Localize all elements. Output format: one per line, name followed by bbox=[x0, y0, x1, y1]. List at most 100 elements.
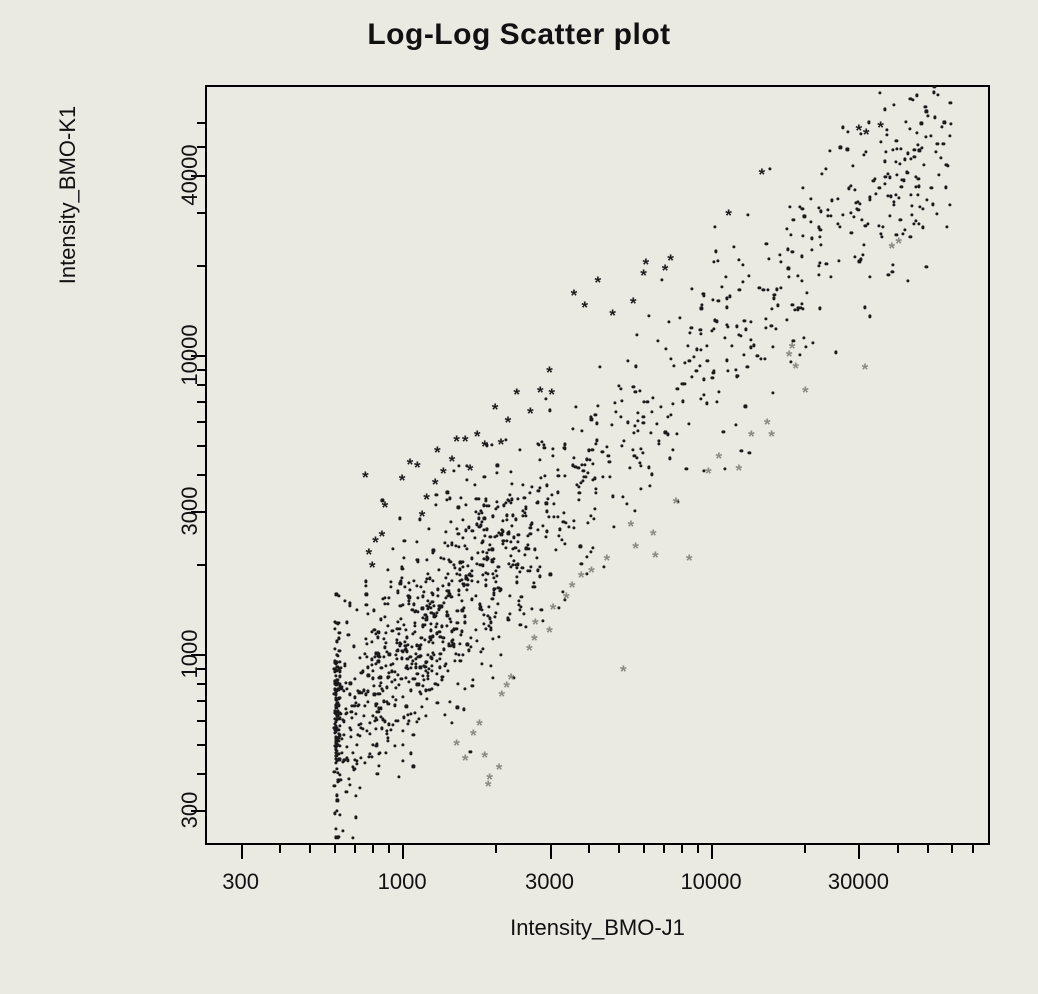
x-minor-tick bbox=[334, 845, 336, 853]
scatter-star: * bbox=[548, 604, 558, 621]
scatter-star: * bbox=[734, 465, 744, 482]
scatter-star: * bbox=[465, 465, 475, 482]
scatter-star: * bbox=[787, 343, 797, 360]
scatter-star: * bbox=[757, 169, 767, 186]
y-tick-label: 40000 bbox=[177, 144, 203, 205]
scatter-star: * bbox=[724, 210, 734, 227]
scatter-star: * bbox=[746, 431, 756, 448]
scatter-star: * bbox=[766, 431, 776, 448]
scatter-star: * bbox=[367, 561, 377, 578]
scatter-star: * bbox=[447, 455, 457, 472]
scatter-star: * bbox=[641, 259, 651, 276]
y-minor-tick bbox=[197, 146, 205, 148]
scatter-star: * bbox=[666, 255, 676, 272]
x-minor-tick bbox=[663, 845, 665, 853]
scatter-star: * bbox=[525, 408, 535, 425]
x-minor-tick bbox=[618, 845, 620, 853]
scatter-star: * bbox=[432, 447, 442, 464]
y-minor-tick bbox=[197, 401, 205, 403]
scatter-star: * bbox=[626, 521, 636, 538]
x-minor-tick bbox=[697, 845, 699, 853]
scatter-star: * bbox=[861, 129, 871, 146]
scatter-star: * bbox=[593, 277, 603, 294]
scatter-star: * bbox=[800, 387, 810, 404]
scatter-star: * bbox=[628, 297, 638, 314]
scatter-star: * bbox=[860, 364, 870, 381]
scatter-star: * bbox=[529, 635, 539, 652]
y-minor-tick bbox=[197, 564, 205, 566]
scatter-star: * bbox=[648, 530, 658, 547]
y-minor-tick bbox=[197, 744, 205, 746]
scatter-star: * bbox=[377, 531, 387, 548]
y-minor-tick bbox=[197, 683, 205, 685]
scatter-star: * bbox=[569, 290, 579, 307]
scatter-star: * bbox=[650, 552, 660, 569]
scatter-star: * bbox=[618, 666, 628, 683]
x-minor-tick bbox=[927, 845, 929, 853]
x-tick-label: 3000 bbox=[525, 869, 574, 895]
scatter-star: * bbox=[791, 362, 801, 379]
scatter-star: * bbox=[460, 754, 470, 771]
scatter-star: * bbox=[503, 416, 513, 433]
scatter-star: * bbox=[494, 764, 504, 781]
y-tick-label: 300 bbox=[177, 792, 203, 829]
x-minor-tick bbox=[897, 845, 899, 853]
scatter-star: * bbox=[397, 475, 407, 492]
x-minor-tick bbox=[951, 845, 953, 853]
x-tick bbox=[858, 845, 860, 859]
y-minor-tick bbox=[197, 122, 205, 124]
scatter-star: * bbox=[480, 751, 490, 768]
scatter-star: * bbox=[586, 567, 596, 584]
x-tick bbox=[550, 845, 552, 859]
x-minor-tick bbox=[372, 845, 374, 853]
scatter-star: * bbox=[580, 302, 590, 319]
x-tick-label: 1000 bbox=[378, 869, 427, 895]
scatter-star: * bbox=[544, 367, 554, 384]
y-minor-tick bbox=[197, 212, 205, 214]
y-minor-tick bbox=[197, 445, 205, 447]
y-minor-tick bbox=[197, 474, 205, 476]
scatter-star: * bbox=[480, 441, 490, 458]
x-tick-label: 300 bbox=[222, 869, 259, 895]
scatter-star: * bbox=[474, 720, 484, 737]
y-tick-label: 10000 bbox=[177, 324, 203, 385]
x-axis-label: Intensity_BMO-J1 bbox=[205, 915, 990, 941]
y-minor-tick bbox=[197, 369, 205, 371]
y-minor-tick bbox=[197, 384, 205, 386]
scatter-star: * bbox=[412, 462, 422, 479]
scatter-star: * bbox=[547, 388, 557, 405]
plot-area bbox=[205, 85, 990, 845]
chart-title: Log-Log Scatter plot bbox=[0, 18, 1038, 52]
x-minor-tick bbox=[588, 845, 590, 853]
scatter-star: * bbox=[684, 555, 694, 572]
x-minor-tick bbox=[388, 845, 390, 853]
y-minor-tick bbox=[197, 720, 205, 722]
x-minor-tick bbox=[354, 845, 356, 853]
scatter-star: * bbox=[631, 542, 641, 559]
scatter-star: * bbox=[714, 452, 724, 469]
scatter-star: * bbox=[496, 438, 506, 455]
chart-container: { "chart": { "type": "scatter", "title":… bbox=[0, 0, 1038, 994]
x-minor-tick bbox=[804, 845, 806, 853]
scatter-star: * bbox=[360, 471, 370, 488]
scatter-star: * bbox=[417, 511, 427, 528]
x-tick-label: 30000 bbox=[828, 869, 889, 895]
x-minor-tick bbox=[643, 845, 645, 853]
x-minor-tick bbox=[681, 845, 683, 853]
y-minor-tick bbox=[197, 668, 205, 670]
y-minor-tick bbox=[197, 773, 205, 775]
scatter-star: * bbox=[380, 502, 390, 519]
y-tick-label: 3000 bbox=[177, 487, 203, 536]
scatter-star: * bbox=[576, 572, 586, 589]
scatter-star: * bbox=[607, 310, 617, 327]
x-minor-tick bbox=[972, 845, 974, 853]
scatter-star: * bbox=[460, 436, 470, 453]
x-minor-tick bbox=[309, 845, 311, 853]
scatter-star: * bbox=[490, 404, 500, 421]
scatter-star: * bbox=[512, 388, 522, 405]
scatter-star: * bbox=[876, 122, 886, 139]
scatter-star: * bbox=[703, 468, 713, 485]
x-tick-label: 10000 bbox=[680, 869, 741, 895]
x-minor-tick bbox=[495, 845, 497, 853]
x-tick bbox=[402, 845, 404, 859]
